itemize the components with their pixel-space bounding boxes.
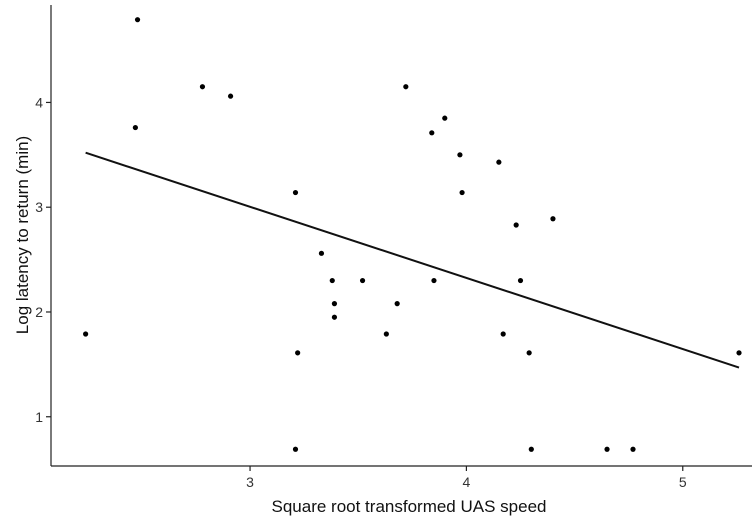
plot-area <box>83 17 742 452</box>
y-tick-label: 1 <box>35 409 43 425</box>
data-point <box>500 331 506 337</box>
data-point <box>292 446 299 452</box>
data-point <box>517 277 524 284</box>
data-point <box>227 93 234 99</box>
x-tick-label: 5 <box>679 474 687 490</box>
data-point <box>736 350 742 356</box>
data-point <box>383 331 389 337</box>
data-point <box>457 152 463 158</box>
y-tick-label: 2 <box>35 304 43 320</box>
data-point <box>199 84 206 90</box>
x-tick-label: 3 <box>246 474 254 490</box>
data-point <box>550 216 556 222</box>
data-point <box>134 17 141 23</box>
y-axis-ticks: 1 2 3 4 <box>35 94 51 425</box>
data-point <box>431 277 437 284</box>
x-axis-title: Square root transformed UAS speed <box>272 497 547 516</box>
data-point <box>442 115 448 121</box>
x-tick-label: 4 <box>463 474 471 490</box>
data-point <box>318 250 325 256</box>
data-point <box>394 301 400 307</box>
data-point <box>630 446 636 452</box>
data-point <box>331 314 338 320</box>
data-point <box>83 331 89 337</box>
y-tick-label: 3 <box>35 199 43 215</box>
data-point <box>295 350 301 356</box>
data-point <box>526 350 532 356</box>
trend-line <box>85 151 740 369</box>
data-point <box>132 124 138 131</box>
data-point <box>403 84 409 90</box>
y-tick-label: 4 <box>35 94 43 110</box>
x-axis-ticks: 3 4 5 <box>246 466 687 490</box>
data-point <box>292 189 299 196</box>
data-point <box>429 130 435 136</box>
data-point <box>513 222 519 228</box>
data-point <box>604 446 610 452</box>
data-point <box>528 446 534 452</box>
data-point <box>329 277 335 284</box>
y-axis-title: Log latency to return (min) <box>13 136 32 334</box>
data-point <box>459 189 465 196</box>
data-point <box>331 301 338 307</box>
data-point <box>359 277 366 284</box>
data-point <box>496 159 502 165</box>
